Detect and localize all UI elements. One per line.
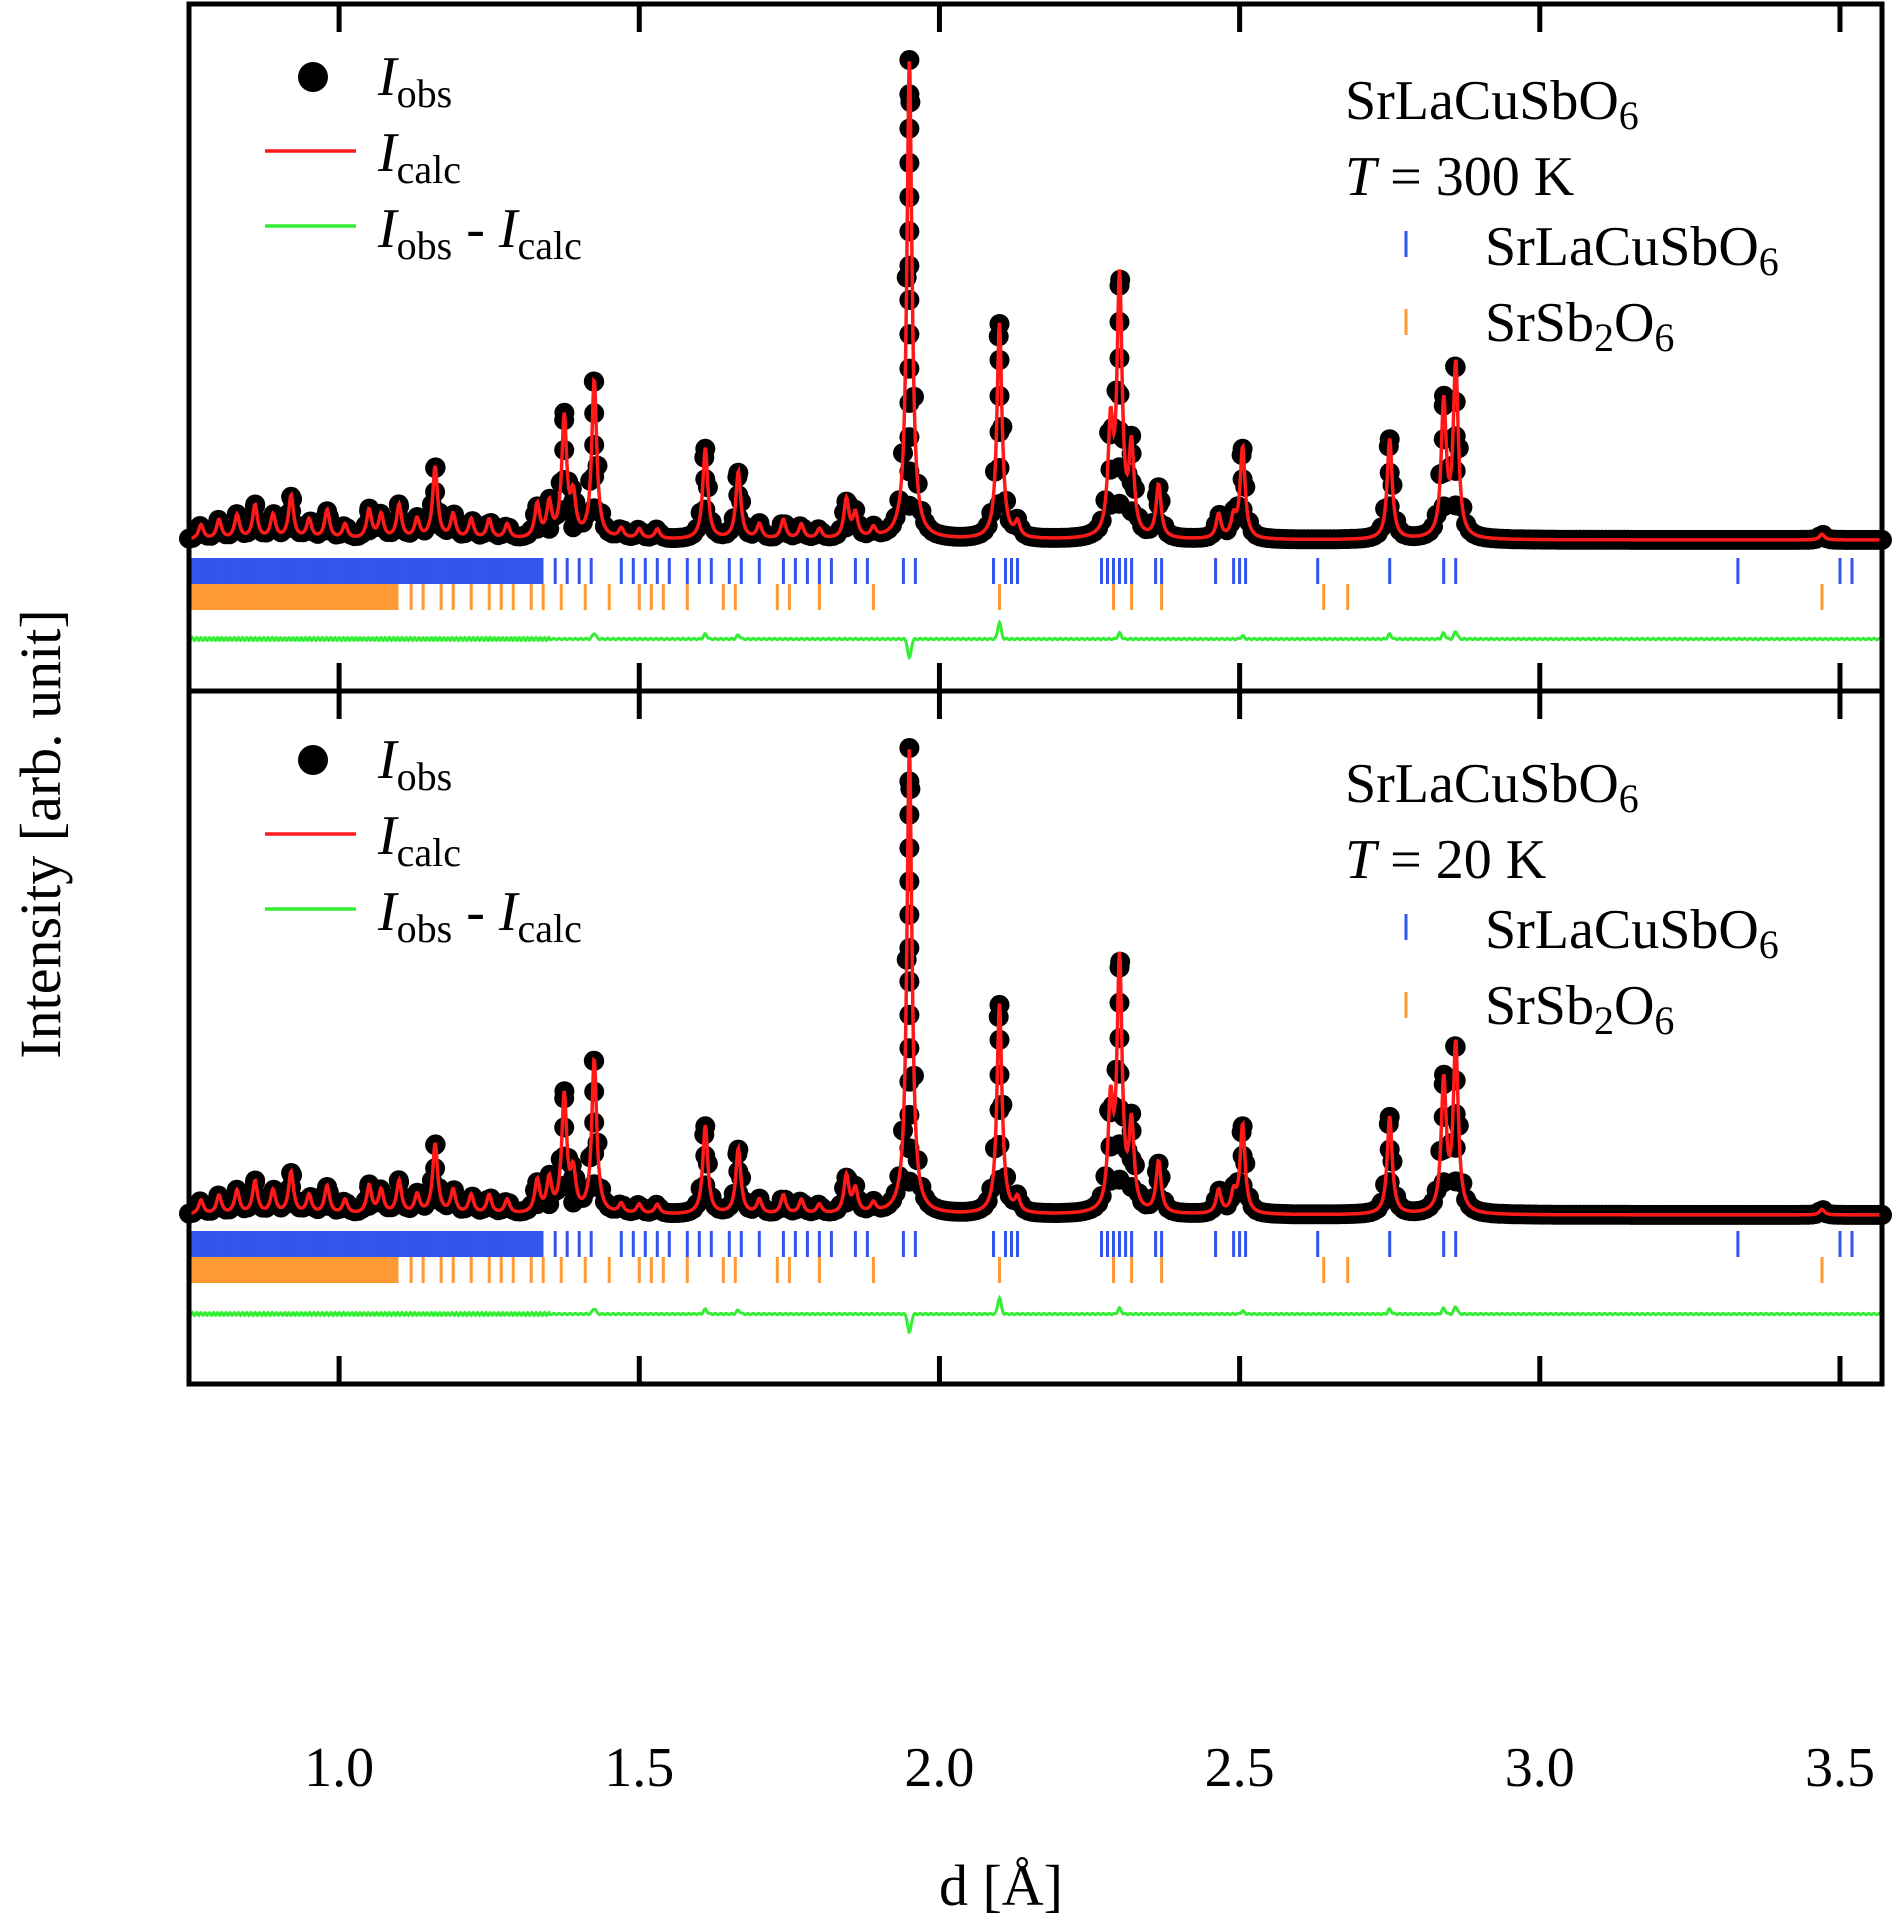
obs-point: [1109, 384, 1130, 405]
panel-20k: Iobs Icalc Iobs - Icalc SrLaCuSbO6 T = 2…: [179, 688, 1892, 1387]
legend-diff-label: Iobs - Icalc: [377, 198, 582, 268]
obs-point: [563, 491, 584, 512]
obs-point: [899, 290, 920, 310]
obs-point: [989, 1064, 1010, 1085]
legend-diff-label: Iobs - Icalc: [377, 881, 582, 951]
bottom-panel-frame: [186, 688, 1885, 1387]
obs-point: [1121, 472, 1142, 493]
temperature-label: T = 20 K: [1345, 829, 1546, 891]
obs-point: [899, 324, 920, 345]
phase1-legend-label: SrLaCuSbO6: [1485, 899, 1779, 967]
obs-point: [899, 971, 920, 992]
legend-calc-label: Icalc: [377, 122, 461, 192]
x-tick-label-2.0: 2.0: [904, 1737, 974, 1799]
bottom-panel-difference-curve: [187, 1294, 1883, 1335]
compound-label: SrLaCuSbO6: [1345, 753, 1639, 821]
obs-point: [584, 1112, 605, 1133]
obs-point: [281, 501, 302, 522]
obs-point: [584, 1143, 605, 1164]
x-tick-label-2.5: 2.5: [1205, 1737, 1275, 1799]
obs-point: [1109, 1028, 1130, 1049]
top-panel-legend: Iobs Icalc Iobs - Icalc: [265, 46, 582, 268]
obs-point: [899, 1171, 920, 1192]
compound-label: SrLaCuSbO6: [1345, 70, 1639, 138]
obs-point: [1109, 1063, 1130, 1084]
x-tick-label-3.0: 3.0: [1505, 1737, 1575, 1799]
obs-point: [1445, 426, 1466, 447]
x-tick-labels: 1.0 1.5 2.0 2.5 3.0 3.5: [304, 1737, 1875, 1799]
obs-point: [584, 466, 605, 487]
obs-point: [989, 458, 1010, 478]
obs-point: [584, 435, 605, 455]
obs-point: [554, 1117, 575, 1138]
obs-point: [728, 1161, 749, 1182]
legend-obs-label: Iobs: [377, 729, 452, 799]
top-panel-annotation: SrLaCuSbO6 T = 300 K SrLaCuSbO6 SrSb2O6: [1345, 70, 1779, 360]
bottom-panel-reflections: [187, 1231, 1854, 1283]
obs-point: [989, 1099, 1010, 1120]
temperature-label: T = 300 K: [1345, 146, 1574, 208]
top-panel-reflections: [187, 558, 1854, 610]
legend-obs-marker: [298, 62, 328, 92]
obs-point: [1232, 469, 1253, 490]
obs-point: [1379, 462, 1400, 483]
obs-point: [899, 255, 920, 276]
obs-point: [899, 1138, 920, 1159]
phase2-legend-label: SrSb2O6: [1485, 292, 1674, 360]
bottom-panel-annotation: SrLaCuSbO6 T = 20 K SrLaCuSbO6 SrSb2O6: [1345, 753, 1779, 1043]
legend-obs-marker: [298, 745, 328, 775]
x-tick-label-1.0: 1.0: [304, 1737, 374, 1799]
obs-point: [899, 738, 920, 758]
obs-point: [899, 187, 920, 208]
obs-point: [899, 358, 920, 379]
obs-point: [899, 871, 920, 892]
obs-point: [1121, 1149, 1142, 1169]
obs-point: [899, 1004, 920, 1025]
top-panel-calculated-curve: [188, 61, 1882, 542]
obs-point: [1109, 348, 1130, 369]
x-tick-label-1.5: 1.5: [604, 1737, 674, 1799]
legend-obs-label: Iobs: [377, 46, 452, 116]
bottom-panel-legend: Iobs Icalc Iobs - Icalc: [265, 729, 582, 951]
obs-point: [1232, 1145, 1253, 1166]
obs-point: [899, 904, 920, 925]
obs-point: [899, 495, 920, 516]
panel-300k: Iobs Icalc Iobs - Icalc SrLaCuSbO6 T = 3…: [179, 1, 1892, 694]
x-axis-label: d [Å]: [939, 1853, 1063, 1918]
obs-point: [1148, 1170, 1169, 1191]
obs-point: [899, 461, 920, 482]
phase1-legend-label: SrLaCuSbO6: [1485, 216, 1779, 284]
obs-point: [899, 1071, 920, 1092]
bottom-panel-ticks: [336, 691, 1843, 1384]
obs-point: [899, 392, 920, 413]
phase2-legend-label: SrSb2O6: [1485, 975, 1674, 1043]
top-panel-ticks: [336, 4, 1843, 691]
obs-point: [1379, 496, 1400, 517]
obs-point: [899, 1038, 920, 1059]
obs-point: [728, 485, 749, 506]
top-panel-difference-curve: [187, 619, 1883, 661]
obs-point: [425, 1158, 446, 1179]
legend-calc-label: Icalc: [377, 805, 461, 875]
obs-point: [1379, 1139, 1400, 1160]
obs-point: [989, 1135, 1010, 1155]
bottom-panel-calculated-curve: [188, 749, 1882, 1217]
obs-point: [1148, 494, 1169, 515]
obs-point: [899, 221, 920, 242]
obs-point: [899, 938, 920, 959]
obs-point: [899, 50, 920, 70]
x-tick-label-3.5: 3.5: [1805, 1737, 1875, 1799]
obs-point: [425, 482, 446, 502]
obs-point: [1445, 1104, 1466, 1125]
obs-point: [554, 440, 575, 460]
obs-point: [563, 1167, 584, 1188]
obs-point: [989, 386, 1010, 406]
obs-point: [281, 1177, 302, 1197]
obs-point: [989, 422, 1010, 442]
obs-point: [695, 1145, 716, 1166]
obs-point: [695, 469, 716, 490]
y-axis-label: Intensity [arb. unit]: [8, 609, 73, 1058]
